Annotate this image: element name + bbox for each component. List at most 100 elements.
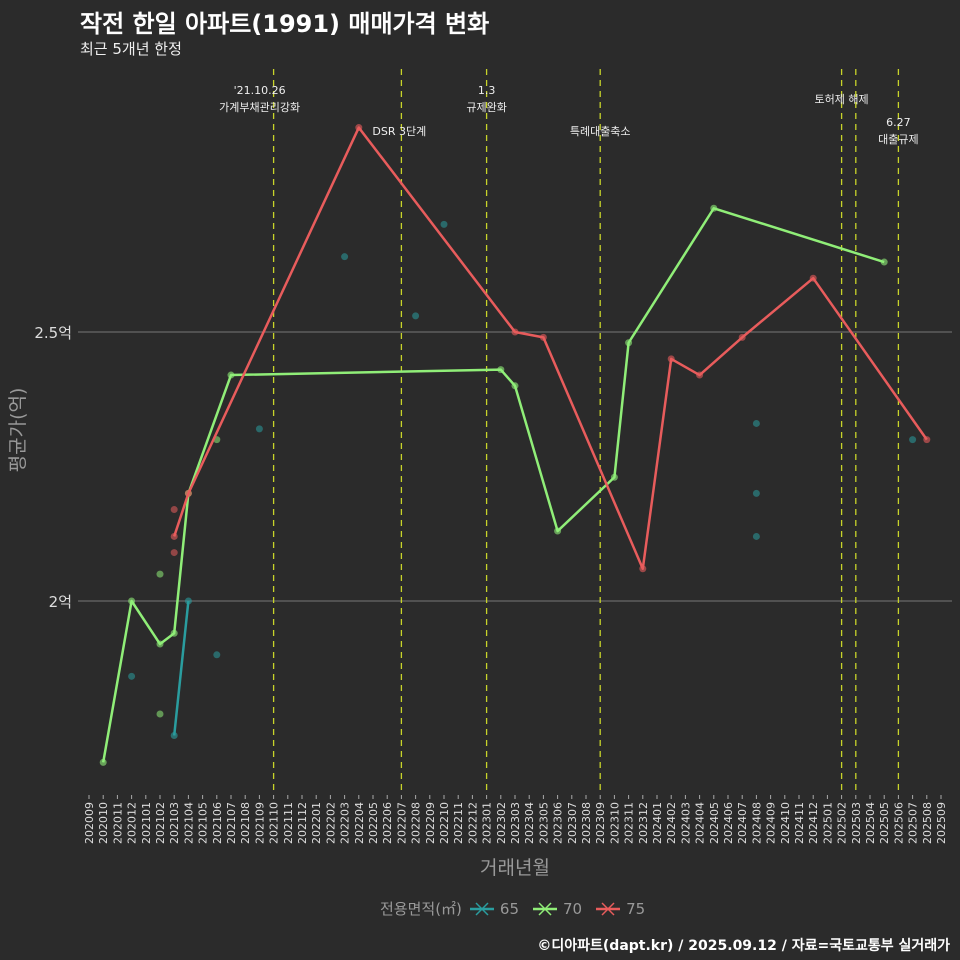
legend-label: 70	[563, 899, 583, 918]
legend-label: 75	[626, 899, 646, 918]
series-point-70	[227, 371, 235, 379]
transaction-point-65	[412, 312, 420, 320]
x-tick-label: 202306	[552, 802, 565, 844]
x-tick-label: 202110	[268, 802, 281, 844]
x-tick-label: 202212	[466, 802, 479, 844]
series-point-75	[184, 489, 192, 497]
series-point-75	[696, 371, 704, 379]
x-tick-label: 202309	[594, 802, 607, 844]
policy-event-label: DSR 3단계	[372, 125, 426, 138]
transaction-point-65	[341, 253, 349, 261]
series-point-75	[667, 355, 675, 363]
x-tick-label: 202010	[97, 802, 110, 844]
x-tick-label: 202406	[722, 802, 735, 844]
legend-label: 65	[499, 899, 519, 918]
series-point-75	[809, 274, 817, 282]
legend-item-75: 75	[596, 900, 645, 918]
x-tick-label: 202501	[821, 802, 834, 844]
x-tick-label: 202208	[410, 802, 423, 844]
series-point-75	[170, 532, 178, 540]
x-tick-label: 202203	[339, 802, 352, 844]
source-caption: ©디아파트(dapt.kr) / 2025.09.12 / 자료=국토교통부 실…	[537, 938, 950, 954]
policy-event-label: '21.10.26	[234, 84, 286, 97]
x-tick-label: 202111	[282, 802, 295, 844]
x-tick-label: 202210	[438, 802, 451, 844]
x-tick-label: 202410	[779, 802, 792, 844]
series-line-65	[172, 600, 190, 736]
policy-event-label: 토허제 해제	[815, 92, 869, 106]
x-tick-label: 202503	[850, 802, 863, 844]
x-tick-label: 202109	[253, 802, 266, 844]
series-point-70	[710, 204, 718, 212]
legend: 전용면적(㎡) 65 70 75	[380, 898, 651, 919]
x-tick-label: 202206	[381, 802, 394, 844]
series-point-75	[639, 565, 647, 573]
x-tick-label: 202505	[878, 802, 891, 844]
x-tick-label: 202305	[537, 802, 550, 844]
x-tick-label: 202504	[864, 802, 877, 844]
transaction-point-65	[255, 425, 263, 433]
x-tick-label: 202307	[566, 802, 579, 844]
series-point-75	[511, 328, 519, 336]
y-tick-label: 2.5억	[34, 324, 72, 342]
x-tick-label: 202301	[481, 802, 494, 844]
legend-title: 전용면적(㎡)	[380, 900, 462, 918]
x-tick-label: 202105	[197, 802, 210, 844]
x-tick-label: 202107	[225, 802, 238, 844]
x-tick-label: 202507	[907, 802, 920, 844]
policy-event-label: 6.27	[886, 116, 911, 129]
x-tick-label: 202112	[296, 802, 309, 844]
transaction-point-65	[909, 436, 917, 444]
policy-event-label: 대출규제	[878, 133, 918, 146]
transaction-point-70	[156, 570, 164, 578]
series-point-70	[625, 339, 633, 347]
x-tick-label: 202403	[679, 802, 692, 844]
x-tick-label: 202101	[140, 802, 153, 844]
transaction-point-75	[170, 506, 178, 514]
x-tick-label: 202205	[367, 802, 380, 844]
x-tick-label: 202207	[395, 802, 408, 844]
series-point-75	[355, 124, 363, 132]
policy-event-label: 1.3	[478, 84, 496, 97]
x-tick-label: 202411	[793, 802, 806, 844]
x-tick-label: 202311	[623, 802, 636, 844]
x-tick-label: 202310	[608, 802, 621, 844]
x-tick-label: 202204	[353, 802, 366, 844]
x-tick-label: 202412	[807, 802, 820, 844]
chart-title: 작전 한일 아파트(1991) 매매가격 변화	[80, 10, 490, 38]
transaction-point-65	[752, 532, 760, 540]
x-tick-label: 202308	[580, 802, 593, 844]
series-point-70	[170, 629, 178, 637]
policy-event-label: 특례대출축소	[570, 125, 631, 138]
x-tick-label: 202211	[452, 802, 465, 844]
series-line-70	[101, 207, 885, 763]
chart-subtitle: 최근 5개년 한정	[80, 40, 182, 58]
legend-keys: 65 70 75	[469, 899, 651, 918]
series-point-70	[610, 473, 618, 481]
y-axis-label: 평균가(억)	[7, 388, 29, 473]
policy-event-label: 가계부채관리강화	[219, 101, 300, 114]
series-point-70	[99, 758, 107, 766]
x-tick-label: 202103	[168, 802, 181, 844]
transaction-point-75	[170, 549, 178, 557]
x-tick-label: 202202	[324, 802, 337, 844]
x-tick-label: 202401	[651, 802, 664, 844]
x-tick-label: 202201	[310, 802, 323, 844]
x-tick-label: 202303	[509, 802, 522, 844]
series-point-75	[738, 333, 746, 341]
x-axis-label: 거래년월	[480, 857, 550, 879]
series-point-75	[923, 436, 931, 444]
series-point-70	[497, 366, 505, 374]
x-tick-label: 202209	[424, 802, 437, 844]
x-tick-label: 202402	[665, 802, 678, 844]
x-tick-label: 202009	[83, 802, 96, 844]
transaction-point-65	[752, 419, 760, 427]
x-tick-label: 202409	[765, 802, 778, 844]
series-point-70	[880, 258, 888, 266]
x-tick-label: 202502	[836, 802, 849, 844]
x-tick-label: 202405	[708, 802, 721, 844]
x-tick-label: 202508	[921, 802, 934, 844]
series-point-70	[554, 527, 562, 535]
x-tick-label: 202312	[637, 802, 650, 844]
